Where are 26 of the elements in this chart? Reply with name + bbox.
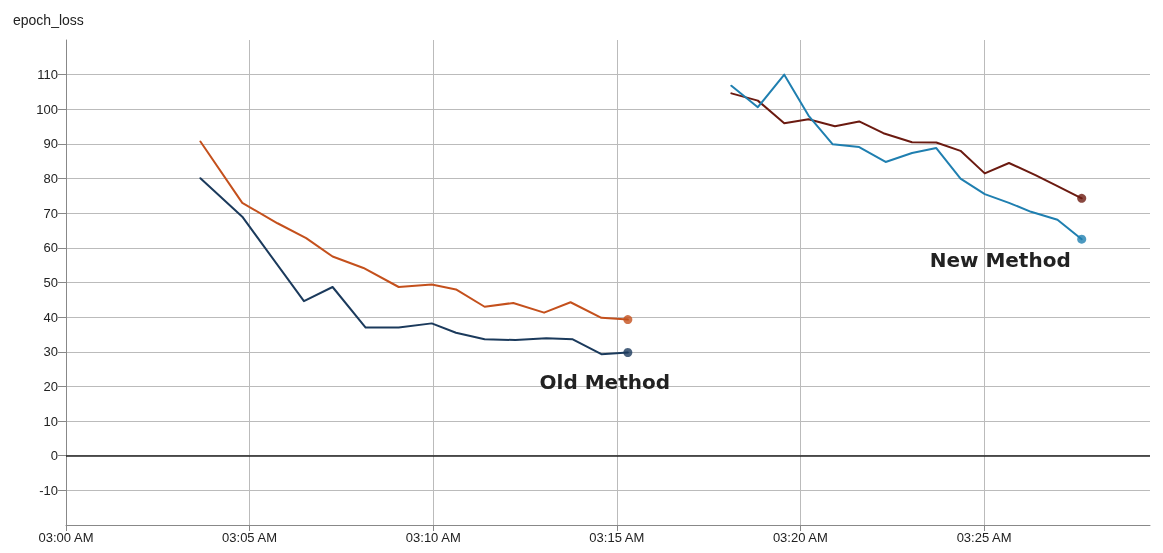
y-tick-label: 70 [43,205,58,221]
y-tick-label: 20 [43,378,58,394]
y-tick-label: 10 [43,413,58,429]
x-tick-label: 03:25 AM [956,530,1012,545]
annotation: New Method [929,247,1071,272]
y-tick-label: 90 [43,136,58,152]
annotation: Old Method [539,369,670,394]
x-tick-label: 03:00 AM [38,530,94,545]
point [1077,234,1087,244]
point [1077,193,1087,203]
y-tick-label: 50 [43,275,58,290]
y-tick-label: 30 [43,344,58,360]
point [623,315,633,325]
chart-title: epoch_loss [13,12,84,28]
y-tick-label: 80 [43,171,58,187]
x-tick-label: 03:05 AM [222,530,277,545]
y-tick-label: 60 [43,240,58,256]
y-tick-label: -10 [39,482,58,498]
point [623,347,633,357]
y-tick-label: 40 [43,309,58,325]
x-tick-label: 03:10 AM [405,530,461,545]
y-tick-label: 110 [37,67,58,83]
x-tick-label: 03:20 AM [772,530,828,545]
y-tick-label: 0 [50,448,58,464]
y-tick-label: 100 [36,101,58,117]
x-tick-label: 03:15 AM [589,530,645,545]
